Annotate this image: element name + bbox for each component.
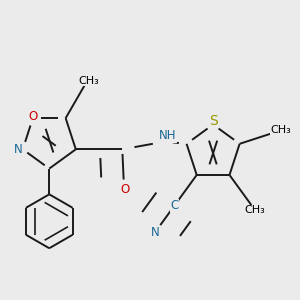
Text: O: O <box>28 110 38 123</box>
Text: C: C <box>170 199 178 212</box>
Text: CH₃: CH₃ <box>244 205 266 215</box>
Text: S: S <box>209 114 218 128</box>
Text: N: N <box>151 226 160 239</box>
Text: N: N <box>14 143 22 156</box>
Text: CH₃: CH₃ <box>271 125 291 135</box>
Text: NH: NH <box>159 130 176 142</box>
Text: CH₃: CH₃ <box>78 76 99 86</box>
Text: O: O <box>121 183 130 196</box>
